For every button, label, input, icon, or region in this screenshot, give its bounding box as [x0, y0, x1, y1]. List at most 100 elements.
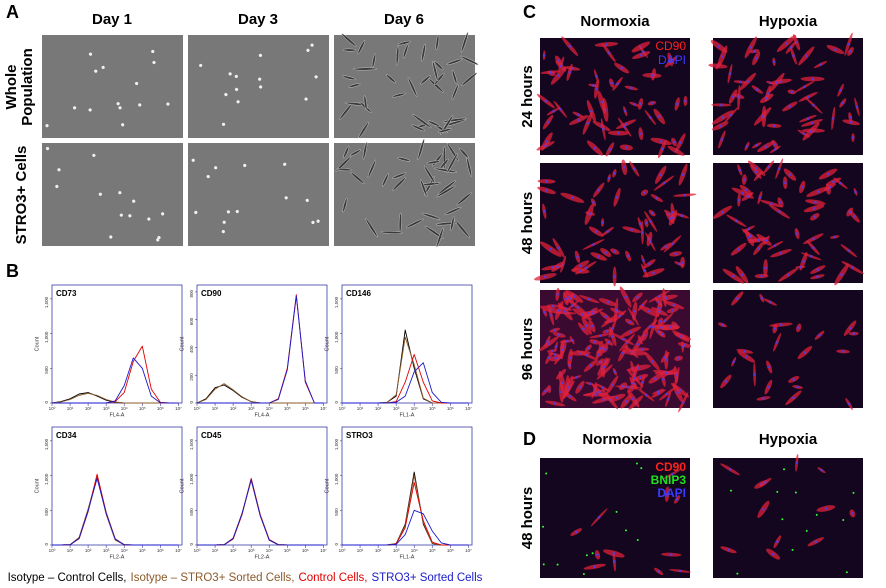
- nucleus: [811, 246, 815, 250]
- nucleus: [717, 45, 721, 48]
- nucleus: [852, 332, 856, 335]
- nucleus: [832, 180, 835, 184]
- nucleus: [549, 247, 553, 251]
- cell: [436, 185, 456, 198]
- nucleus: [544, 144, 547, 148]
- nucleus: [571, 304, 574, 307]
- cell: [420, 179, 428, 197]
- nucleus: [608, 148, 612, 151]
- nucleus: [724, 380, 728, 383]
- nucleus: [812, 207, 816, 210]
- y-tick-label: 500: [44, 508, 49, 516]
- x-tick-label: 10⁶: [447, 548, 454, 553]
- nucleus: [632, 102, 636, 106]
- bnip3: [815, 513, 818, 516]
- x-tick-label: 10¹: [212, 406, 219, 411]
- nucleus: [659, 173, 662, 177]
- nucleus: [622, 166, 626, 169]
- nucleus: [658, 310, 661, 313]
- nucleus: [556, 293, 559, 296]
- cell: [348, 83, 361, 88]
- nucleus: [732, 274, 735, 278]
- nucleus: [855, 105, 859, 109]
- nucleus: [744, 188, 748, 192]
- nucleus: [621, 351, 625, 355]
- nucleus: [820, 468, 823, 472]
- nucleus: [683, 193, 687, 197]
- cell: [417, 138, 425, 161]
- nucleus: [601, 386, 605, 389]
- x-tick-label: 10³: [248, 548, 255, 553]
- histogram-curve: [197, 295, 324, 404]
- nucleus: [839, 88, 842, 92]
- cell: [221, 122, 226, 126]
- y-tick-label: 500: [334, 508, 339, 516]
- x-tick-label: 10⁰: [49, 548, 56, 553]
- cell: [147, 217, 151, 221]
- cell: [335, 156, 352, 172]
- nucleus: [639, 132, 643, 135]
- nucleus: [645, 221, 648, 225]
- y-tick-label: 1,500: [44, 438, 49, 450]
- cell: [235, 209, 239, 214]
- bnip3: [585, 554, 588, 557]
- x-tick-label: 10²: [375, 548, 382, 553]
- cell: [456, 192, 472, 206]
- cell: [118, 191, 122, 195]
- nucleus: [824, 507, 828, 510]
- nucleus: [655, 196, 659, 200]
- nucleus: [847, 42, 850, 46]
- cell: [350, 171, 365, 185]
- nucleus: [767, 365, 771, 369]
- nucleus: [662, 377, 665, 381]
- bnip3: [582, 572, 585, 575]
- cell: [221, 229, 225, 234]
- nucleus: [632, 167, 636, 171]
- cell: [352, 67, 378, 71]
- nucleus: [818, 333, 821, 337]
- nucleus: [542, 54, 546, 57]
- nucleus: [547, 342, 551, 346]
- nucleus: [587, 346, 590, 350]
- nucleus: [576, 255, 579, 259]
- nucleus: [598, 334, 602, 337]
- column-header: Day 3: [238, 11, 278, 28]
- nucleus: [638, 222, 642, 225]
- nucleus: [663, 319, 667, 322]
- x-tick-label: 10⁰: [194, 548, 201, 553]
- x-tick-label: 10³: [393, 548, 400, 553]
- nucleus: [542, 209, 546, 213]
- panel-label: A: [6, 2, 19, 22]
- cell: [121, 123, 125, 127]
- cell: [72, 106, 77, 110]
- nucleus: [649, 240, 652, 243]
- nucleus: [737, 198, 741, 202]
- nucleus: [616, 82, 619, 86]
- nucleus: [747, 227, 751, 231]
- cell: [466, 157, 472, 177]
- cell: [92, 153, 96, 157]
- nucleus: [831, 117, 835, 120]
- bnip3: [591, 552, 594, 555]
- stain-label: DAPI: [658, 53, 686, 67]
- nucleus: [588, 382, 592, 385]
- nucleus: [585, 324, 589, 328]
- bnip3: [545, 472, 548, 475]
- y-tick-label: 0: [44, 543, 49, 546]
- nucleus: [788, 105, 792, 108]
- x-tick-label: 10⁰: [339, 406, 346, 411]
- nucleus: [839, 181, 842, 185]
- plot-frame: [341, 426, 473, 546]
- nucleus: [596, 353, 600, 356]
- nucleus: [749, 46, 753, 49]
- cell: [94, 69, 98, 73]
- nucleus: [644, 393, 648, 397]
- x-tick-label: 10⁴: [121, 406, 128, 411]
- nucleus: [607, 176, 611, 180]
- bnip3: [730, 489, 733, 492]
- nucleus: [720, 138, 724, 141]
- y-tick-label: 1,500: [189, 438, 194, 450]
- nucleus: [568, 395, 572, 398]
- y-tick-label: 0: [189, 543, 194, 546]
- x-tick-label: 10²: [85, 406, 92, 411]
